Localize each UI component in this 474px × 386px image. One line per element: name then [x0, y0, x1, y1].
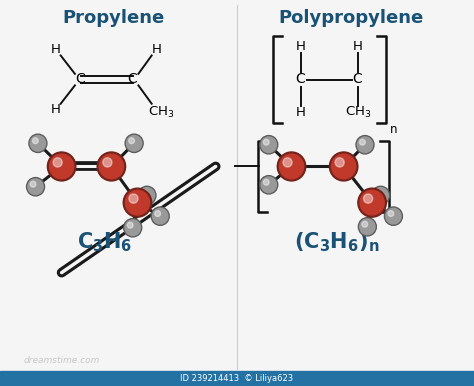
Circle shape [356, 135, 374, 154]
Circle shape [332, 154, 356, 179]
Circle shape [329, 152, 358, 181]
Circle shape [155, 211, 161, 217]
Text: C: C [127, 72, 137, 86]
Circle shape [360, 139, 365, 145]
Circle shape [129, 194, 138, 203]
Text: H: H [152, 43, 161, 56]
Circle shape [388, 211, 394, 217]
Circle shape [373, 188, 388, 203]
Circle shape [372, 186, 390, 205]
Circle shape [99, 154, 123, 179]
Circle shape [103, 158, 112, 167]
Text: H: H [296, 106, 306, 119]
Circle shape [151, 207, 169, 225]
Circle shape [125, 190, 149, 215]
Circle shape [260, 176, 278, 194]
Circle shape [128, 222, 133, 228]
Circle shape [27, 178, 45, 196]
Circle shape [127, 135, 142, 151]
Circle shape [47, 152, 76, 181]
Text: C: C [75, 72, 84, 86]
Text: H: H [51, 103, 61, 116]
Circle shape [30, 135, 46, 151]
Text: n: n [392, 212, 400, 224]
Text: H: H [51, 43, 61, 56]
Circle shape [28, 179, 43, 195]
Circle shape [360, 190, 384, 215]
Circle shape [264, 139, 269, 145]
Circle shape [280, 154, 304, 179]
Text: H: H [296, 40, 306, 53]
Circle shape [125, 134, 143, 152]
Text: $\mathbf{(C_3H_6)_n}$: $\mathbf{(C_3H_6)_n}$ [294, 230, 379, 254]
Text: CH$_3$: CH$_3$ [148, 105, 174, 120]
Circle shape [264, 179, 269, 185]
Circle shape [53, 158, 62, 167]
Text: C: C [352, 72, 362, 86]
Circle shape [261, 177, 276, 193]
Circle shape [283, 158, 292, 167]
Circle shape [50, 154, 74, 179]
Circle shape [125, 220, 140, 235]
Circle shape [129, 138, 135, 144]
Text: Propylene: Propylene [63, 8, 165, 27]
Circle shape [362, 221, 368, 227]
Text: H: H [353, 40, 363, 53]
Circle shape [386, 208, 401, 224]
Text: Polypropylene: Polypropylene [278, 8, 423, 27]
Circle shape [260, 135, 278, 154]
Text: CH$_3$: CH$_3$ [345, 105, 371, 120]
Circle shape [364, 194, 373, 203]
Circle shape [29, 134, 47, 152]
Circle shape [358, 188, 386, 217]
Circle shape [123, 188, 152, 217]
Circle shape [97, 152, 126, 181]
Text: n: n [390, 123, 398, 136]
Circle shape [30, 181, 36, 187]
Circle shape [142, 190, 147, 196]
Circle shape [357, 137, 373, 152]
Circle shape [384, 207, 402, 225]
Circle shape [138, 186, 156, 205]
Text: $\mathbf{C_3H_6}$: $\mathbf{C_3H_6}$ [77, 230, 132, 254]
Circle shape [124, 218, 142, 237]
Circle shape [33, 138, 38, 144]
Circle shape [277, 152, 306, 181]
Circle shape [139, 188, 155, 203]
Circle shape [261, 137, 276, 152]
Circle shape [153, 208, 168, 224]
Text: C: C [295, 72, 305, 86]
Circle shape [360, 219, 375, 235]
Text: dreamstime.com: dreamstime.com [23, 356, 100, 366]
Bar [0, 371, 474, 386]
Text: ID 239214413  © Liliya623: ID 239214413 © Liliya623 [181, 374, 293, 383]
Circle shape [335, 158, 344, 167]
Circle shape [358, 218, 376, 236]
Circle shape [375, 190, 381, 196]
